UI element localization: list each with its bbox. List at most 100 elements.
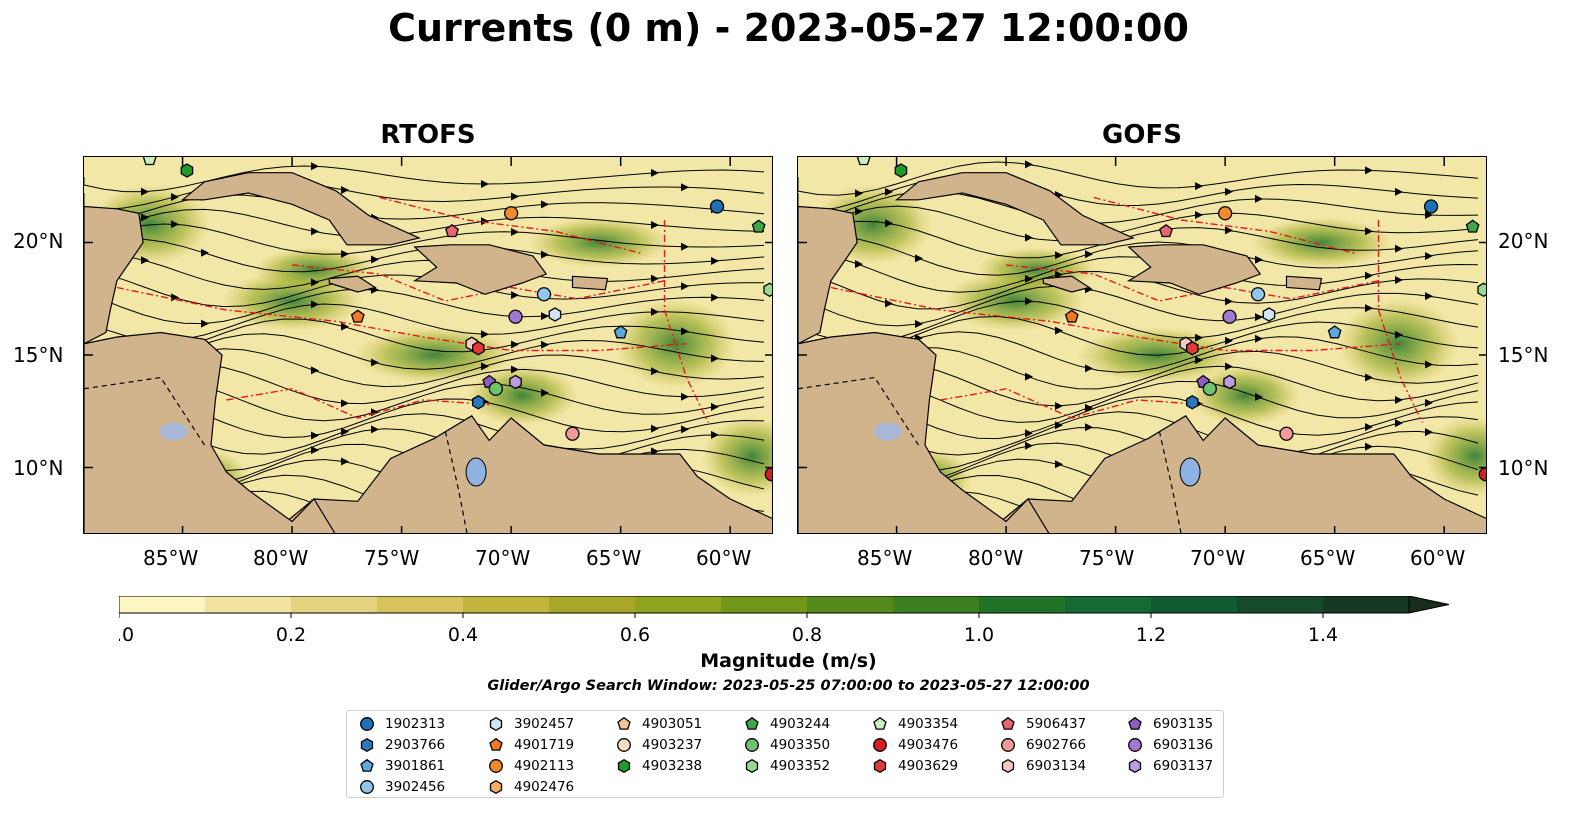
- legend-label: 4903352: [770, 758, 831, 774]
- float-marker-4903352: [1477, 282, 1486, 298]
- land-polygon: [84, 331, 336, 533]
- streamline-arrow: [541, 340, 549, 349]
- streamline-arrow: [885, 219, 893, 228]
- streamline-arrow: [1255, 194, 1263, 203]
- float-marker-5906437: [445, 224, 459, 238]
- legend-marker: [1001, 716, 1015, 730]
- float-marker-6903137: [1223, 374, 1236, 390]
- legend-marker: [1001, 738, 1015, 752]
- streamline: [84, 165, 765, 193]
- streamline-arrow: [341, 457, 349, 466]
- lat-label-10n-left: 10°N: [13, 456, 64, 480]
- lon-label-60w: 60°W: [1410, 546, 1466, 570]
- legend-entry-3902457: 3902457: [488, 715, 574, 733]
- eez-line: [1093, 196, 1357, 255]
- axis-ticks: [798, 157, 1486, 533]
- float-marker-4903354: [142, 157, 157, 166]
- eez-line: [830, 286, 1401, 352]
- lake-maracaibo: [465, 457, 487, 487]
- float-marker-3902456: [1250, 287, 1266, 302]
- legend-marker: [617, 738, 631, 752]
- legend-entry-4902476: 4902476: [488, 778, 574, 796]
- streamline-arrow: [1025, 372, 1033, 381]
- streamline-arrow: [1025, 441, 1033, 450]
- legend-symbol-circle: [1128, 738, 1142, 752]
- legend-symbol-pentagon: [1001, 716, 1015, 730]
- colorbar: 0.0 0.2 0.4 0.6 0.8 1.0 1.2 1.4: [104, 595, 1459, 650]
- streamline: [798, 235, 1479, 276]
- legend-marker: [745, 758, 759, 774]
- streamline: [84, 208, 765, 238]
- legend-symbol-hexagon: [873, 758, 887, 774]
- float-marker-4903350: [1202, 381, 1217, 396]
- legend-symbol-circle: [360, 780, 374, 794]
- float-marker-6902766: [565, 426, 580, 441]
- legend-symbol-pentagon: [617, 716, 631, 730]
- lake-maracaibo: [1179, 457, 1201, 487]
- float-marker-4901719: [1064, 309, 1079, 323]
- streamline-arrow: [681, 425, 689, 434]
- float-marker-4902113: [503, 206, 519, 221]
- streamline-arrow: [1395, 330, 1403, 339]
- streamline-arrow: [855, 207, 863, 216]
- streamline: [798, 285, 1479, 327]
- legend-entry-4903476: 4903476: [872, 736, 958, 754]
- streamline-arrow: [371, 255, 379, 264]
- streamline-arrow: [1365, 422, 1373, 431]
- lon-label-80w-left: 80°W: [253, 546, 309, 570]
- streamline-arrow: [481, 179, 489, 188]
- lon-label-75w-left: 75°W: [364, 546, 420, 570]
- colorbar-segment: [721, 596, 808, 613]
- legend-label: 4903244: [770, 716, 831, 732]
- colorbar-tick-label: 0.8: [792, 624, 822, 646]
- colorbar-tick-label: 0.4: [448, 624, 478, 646]
- streamline-arrow: [1425, 428, 1433, 437]
- streamline-arrow: [1025, 429, 1033, 438]
- float-marker-6903136: [1222, 309, 1237, 324]
- legend-label: 2903766: [385, 737, 446, 753]
- legend-entry-4903238: 4903238: [616, 757, 702, 775]
- legend-entry-4901719: 4901719: [488, 736, 574, 754]
- land-polygon: [985, 414, 1486, 533]
- colorbar-segment: [1323, 596, 1410, 613]
- streamline-arrow: [1195, 356, 1203, 365]
- legend-label: 4903238: [642, 758, 703, 774]
- streamline-arrow: [481, 362, 489, 371]
- legend-entry-6903135: 6903135: [1127, 715, 1213, 733]
- streamline-arrow: [1195, 210, 1203, 219]
- colorbar-segment: [979, 596, 1066, 613]
- legend-marker: [617, 758, 631, 774]
- streamline-arrow: [711, 293, 719, 302]
- streamline-arrow: [915, 254, 923, 263]
- land-polygon: [894, 172, 1135, 246]
- streamline-arrow: [311, 162, 319, 171]
- eez-line: [379, 196, 643, 255]
- legend-symbol-circle: [873, 738, 887, 752]
- float-markers: [856, 157, 1486, 482]
- streamline: [84, 194, 765, 227]
- legend-marker: [745, 738, 759, 752]
- eez-boundaries: [116, 196, 709, 423]
- streamline-arrow: [481, 217, 489, 226]
- streamline-arrow: [341, 249, 349, 258]
- streamline-arrow: [311, 366, 319, 375]
- streamline-arrow: [311, 431, 319, 440]
- lon-label-70w: 70°W: [1190, 546, 1246, 570]
- streamline-arrow: [341, 399, 349, 408]
- land-polygon: [798, 331, 1050, 533]
- colorbar-segment: [119, 596, 206, 613]
- legend-entry-6903136: 6903136: [1127, 736, 1213, 754]
- streamline: [798, 251, 1479, 293]
- legend-label: 4901719: [514, 737, 575, 753]
- colorbar-segment: [205, 596, 292, 613]
- legend-marker: [489, 716, 503, 732]
- float-marker-4903476: [764, 467, 772, 482]
- streamline-arrow: [1395, 419, 1403, 428]
- lat-label-20n-left: 20°N: [13, 229, 64, 253]
- legend-marker: [360, 717, 374, 731]
- streamline: [798, 205, 1479, 242]
- streamline-arrow: [1255, 393, 1263, 402]
- legend-label: 4903629: [898, 758, 959, 774]
- float-marker-4903244: [1465, 219, 1480, 233]
- colorbar-tick-label: 1.4: [1308, 624, 1338, 646]
